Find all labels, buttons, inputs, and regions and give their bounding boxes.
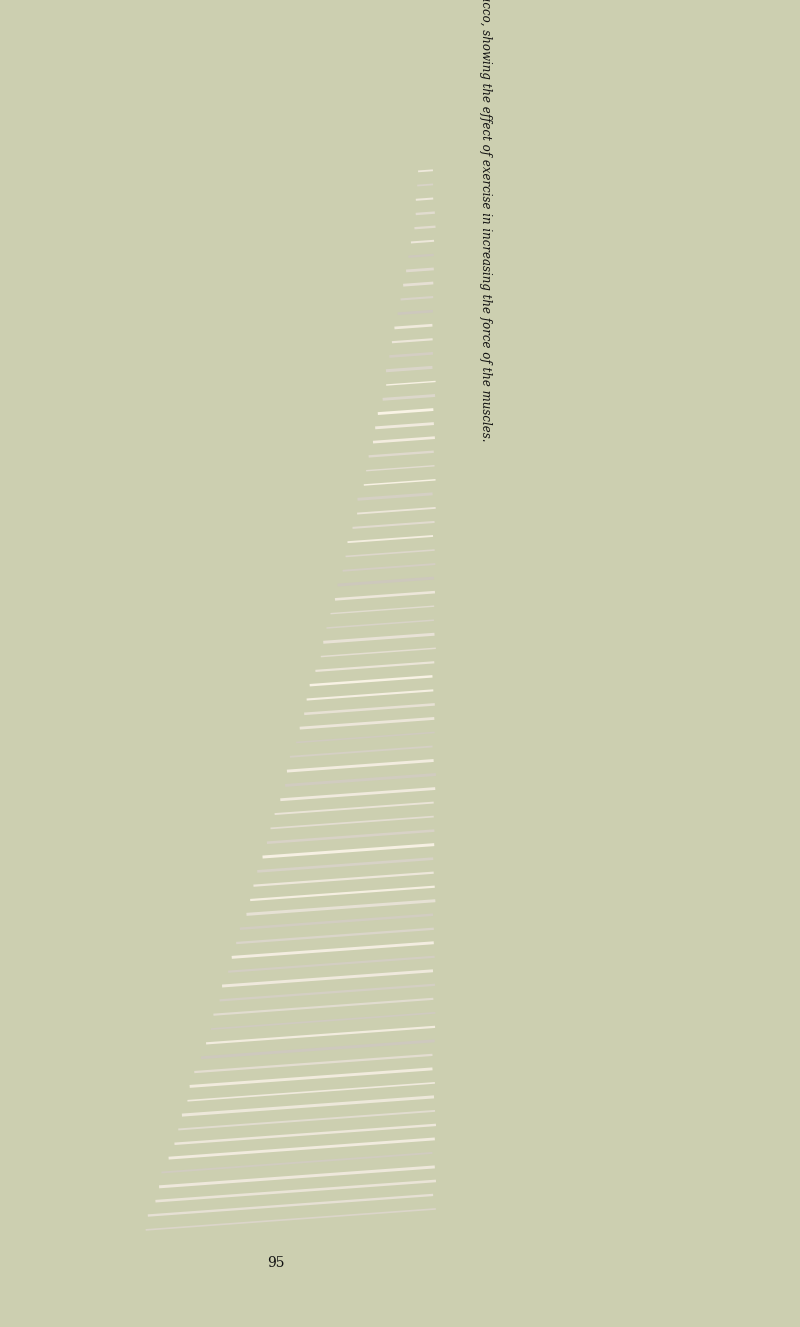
Text: Fig. 10.—Tracing written by Professor Aducco, showing the effect of exercise in : Fig. 10.—Tracing written by Professor Ad…	[479, 0, 492, 441]
Text: 95: 95	[267, 1257, 285, 1270]
